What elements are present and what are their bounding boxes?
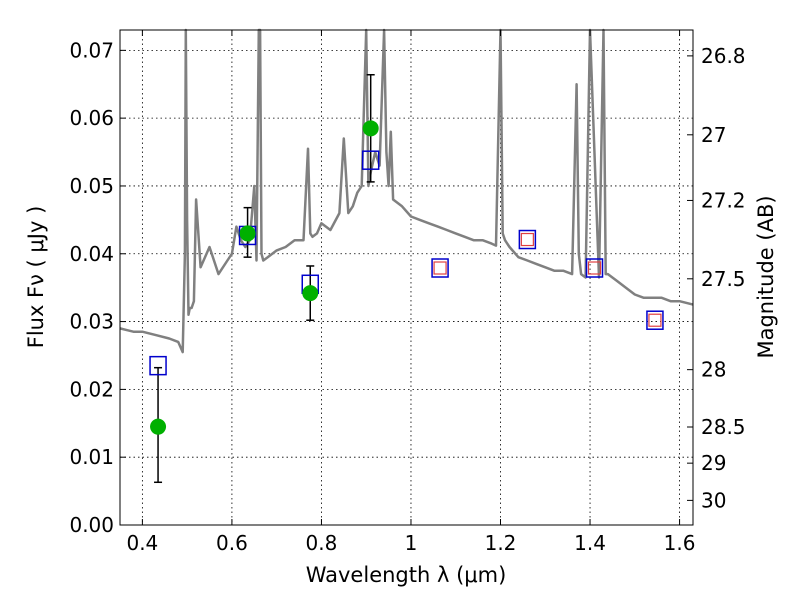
mag-tick-label: 27	[701, 123, 726, 147]
observed-flux-point	[302, 285, 319, 302]
model-point-marker	[518, 229, 537, 250]
mag-tick-label: 27.5	[701, 267, 746, 291]
mag-tick-label: 27.2	[701, 188, 746, 212]
tick-layer: 0.4 0.6 0.8 1 1.2 1.4 1.6 0.00 0.01 0.02 0.03 0.04 0…	[69, 30, 746, 555]
x-tick-label: 0.8	[306, 531, 338, 555]
x-tick-label: 1.6	[664, 531, 696, 555]
model-point-marker	[149, 355, 167, 376]
upper-limit-marker	[648, 313, 662, 327]
model-point-marker	[646, 310, 664, 330]
mag-tick-label: 28.5	[701, 415, 746, 439]
plot-frame	[119, 29, 694, 526]
x-tick-label: 1	[405, 531, 418, 555]
model-point-marker	[585, 258, 604, 278]
observed-flux-point	[150, 418, 167, 435]
mag-tick-label: 28	[701, 358, 726, 382]
y-tick-label: 0.03	[69, 310, 114, 334]
x-tick-label: 1.4	[574, 531, 606, 555]
x-tick-label: 0.4	[126, 531, 158, 555]
y-tick-label: 0.04	[69, 242, 114, 266]
right-axis-label: Magnitude (AB)	[754, 195, 778, 358]
y-tick-label: 0.01	[69, 445, 114, 469]
x-axis-label: Wavelength λ (μm)	[306, 563, 507, 587]
mag-tick-label: 29	[701, 451, 726, 475]
upper-limit-marker	[433, 261, 447, 275]
observed-flux-point	[239, 225, 256, 242]
marker-layer	[149, 120, 664, 435]
y-tick-label: 0.06	[69, 106, 114, 130]
upper-limit-marker	[587, 261, 602, 275]
y-tick-label: 0.02	[69, 377, 114, 401]
x-tick-label: 0.6	[216, 531, 248, 555]
mag-tick-label: 30	[701, 488, 726, 512]
y-tick-label: 0.00	[69, 513, 114, 537]
upper-limit-marker	[520, 232, 534, 247]
y-tick-label: 0.05	[69, 174, 114, 198]
x-tick-label: 1.2	[485, 531, 517, 555]
y-tick-label: 0.07	[69, 38, 114, 62]
model-point-marker	[431, 258, 449, 278]
model-point-marker	[361, 150, 380, 170]
spectrum-layer	[119, 28, 694, 354]
mag-tick-label: 26.8	[701, 44, 746, 68]
grid-layer	[120, 30, 693, 526]
spectrum-line	[119, 28, 694, 354]
y-axis-label: Flux Fν ( μJy )	[24, 206, 48, 349]
observed-flux-point	[362, 120, 379, 137]
